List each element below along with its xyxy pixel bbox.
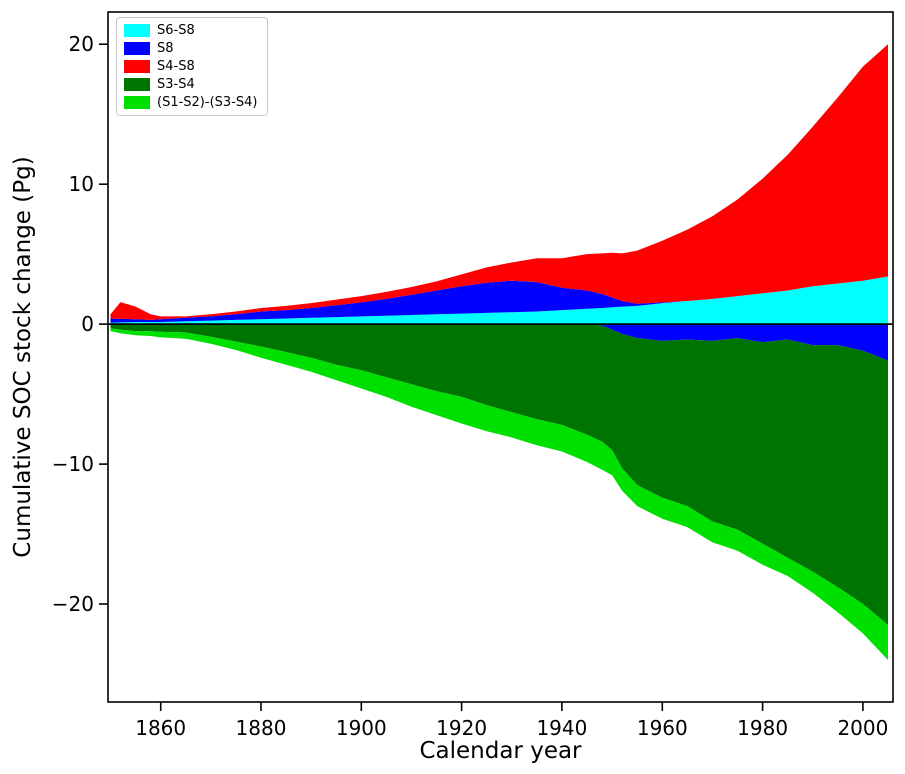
legend-item: S8: [124, 42, 257, 55]
legend-swatch-icon: [124, 78, 150, 91]
x-tick-label: 1880: [236, 716, 287, 740]
legend-label: (S1-S2)-(S3-S4): [157, 95, 258, 110]
area-band-s6-s8: [110, 276, 888, 325]
x-tick-label: 1900: [336, 716, 387, 740]
y-tick-label: −20: [52, 592, 94, 616]
plot-border: [107, 11, 894, 703]
x-tick-label: 1980: [737, 716, 788, 740]
y-tick-label: 0: [81, 312, 94, 336]
y-axis-label: Cumulative SOC stock change (Pg): [10, 156, 36, 557]
legend-swatch-icon: [124, 42, 150, 55]
area-band-s8-above-zero: [110, 276, 888, 323]
x-axis-label: Calendar year: [419, 738, 582, 764]
x-tick-label: 2000: [837, 716, 888, 740]
x-tick-label: 1920: [436, 716, 487, 740]
x-tick-label: 1960: [637, 716, 688, 740]
legend-label: S3-S4: [157, 77, 195, 92]
legend-swatch-icon: [124, 24, 150, 37]
legend-swatch-icon: [124, 96, 150, 109]
legend-label: S6-S8: [157, 23, 195, 38]
area-band-s3-s4: [110, 324, 888, 625]
y-tick-label: 20: [69, 32, 94, 56]
x-tick-label: 1940: [536, 716, 587, 740]
legend-label: S4-S8: [157, 59, 195, 74]
legend-item: S4-S8: [124, 60, 257, 73]
legend-item: S3-S4: [124, 78, 257, 91]
area-band-s4-s8: [110, 44, 888, 320]
legend-swatch-icon: [124, 60, 150, 73]
y-tick-label: −10: [52, 452, 94, 476]
legend-item: (S1-S2)-(S3-S4): [124, 96, 257, 109]
area-band-s8-below-zero: [110, 324, 888, 361]
x-tick-label: 1860: [135, 716, 186, 740]
legend-label: S8: [157, 41, 174, 56]
legend: S6-S8 S8 S4-S8 S3-S4 (S1-S2)-(S3-S4): [116, 17, 269, 116]
y-tick-label: 10: [69, 172, 94, 196]
legend-item: S6-S8: [124, 24, 257, 37]
